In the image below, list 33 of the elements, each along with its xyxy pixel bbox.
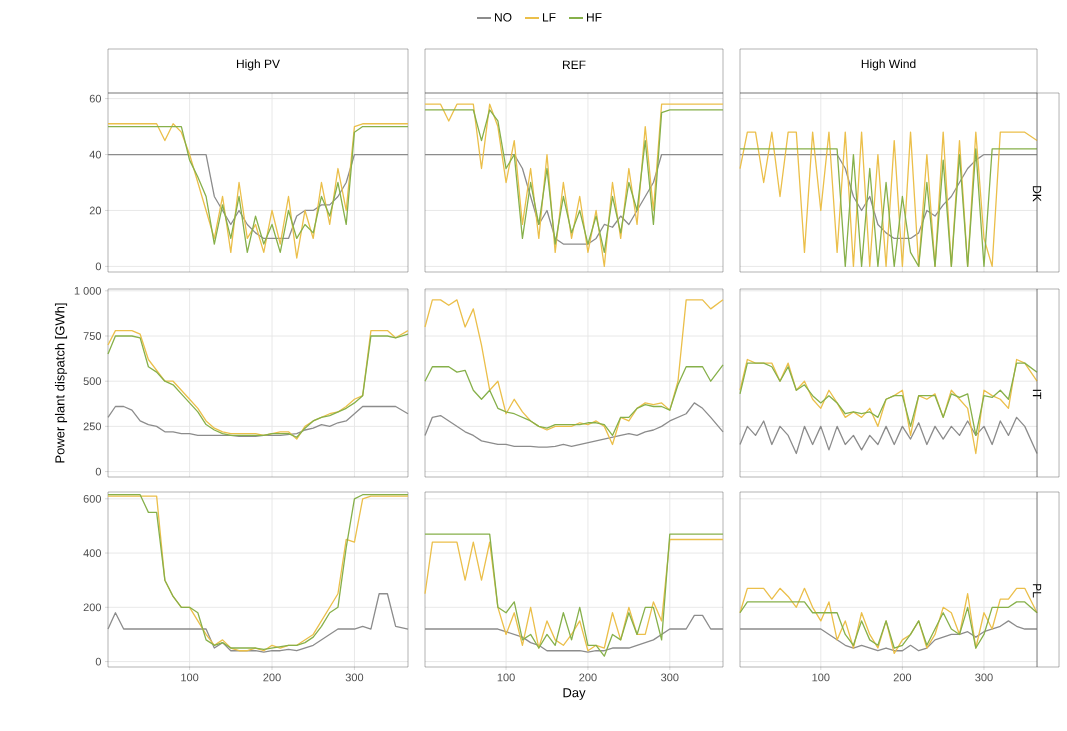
y2-axis-title: DK xyxy=(1032,186,1042,202)
y-tick-label: 0 xyxy=(95,467,102,476)
y-tick-label: 40 xyxy=(89,150,102,159)
x-tick-label: 300 xyxy=(661,673,679,682)
y2-axis-title: IT xyxy=(1032,389,1042,400)
x-tick-label: 100 xyxy=(497,673,515,682)
x-tick-label: 100 xyxy=(181,673,199,682)
y-tick-label: 60 xyxy=(89,94,102,103)
chart-title: REF xyxy=(563,60,586,69)
y-tick-label: 250 xyxy=(83,422,102,431)
legend-label: HF xyxy=(587,13,602,22)
x-axis-title: Day xyxy=(563,688,586,700)
legend-label: LF xyxy=(542,13,556,22)
chart-title: High PV xyxy=(236,59,280,71)
legend-label: NO xyxy=(495,13,512,22)
y-tick-label: 400 xyxy=(83,549,102,557)
y-tick-label: 500 xyxy=(83,377,102,386)
x-tick-label: 200 xyxy=(893,673,912,682)
x-tick-label: 100 xyxy=(812,673,830,682)
y-tick-label: 1 000 xyxy=(74,286,102,295)
y-tick-label: 20 xyxy=(89,206,102,215)
x-tick-label: 200 xyxy=(263,673,281,682)
y-tick-label: 0 xyxy=(95,657,102,666)
y-tick-label: 0 xyxy=(95,262,102,271)
y2-axis-title: PL xyxy=(1032,584,1042,598)
x-tick-label: 200 xyxy=(579,673,597,682)
x-tick-label: 300 xyxy=(975,673,993,682)
y-tick-label: 750 xyxy=(83,332,102,340)
x-tick-label: 300 xyxy=(345,673,364,682)
chart-title: High Wind xyxy=(861,59,916,71)
y-tick-label: 600 xyxy=(83,494,102,503)
y-axis-title: Power plant dispatch [GWh] xyxy=(54,303,68,463)
y-tick-label: 200 xyxy=(83,603,102,612)
